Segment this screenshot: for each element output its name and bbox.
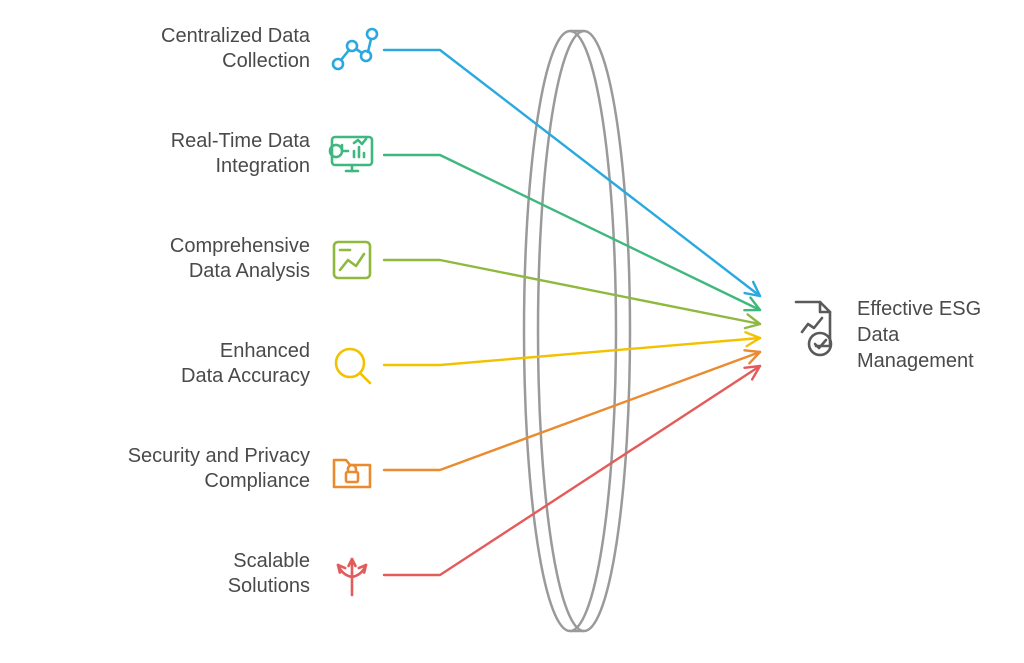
item-label-line2: Solutions: [228, 575, 310, 597]
item-label-line1: Centralized Data: [161, 25, 310, 47]
item-label-security-privacy: Security and Privacy Compliance: [60, 444, 310, 494]
item-label-line2: Collection: [222, 50, 310, 72]
connector-data-accuracy: [384, 338, 760, 365]
result-label-line2: Data: [857, 324, 899, 346]
result-label: Effective ESG Data Management: [857, 296, 1017, 374]
item-label-line1: Security and Privacy: [128, 445, 310, 467]
item-label-line2: Data Accuracy: [181, 365, 310, 387]
item-label-line2: Compliance: [204, 470, 310, 492]
item-label-line1: Enhanced: [220, 340, 310, 362]
result-label-line3: Management: [857, 350, 974, 372]
item-label-data-accuracy: Enhanced Data Accuracy: [60, 339, 310, 389]
branches-icon: [338, 559, 366, 595]
result-label-line1: Effective ESG: [857, 298, 981, 320]
item-label-line2: Integration: [215, 155, 310, 177]
connector-data-analysis: [384, 260, 760, 324]
item-label-line2: Data Analysis: [189, 260, 310, 282]
connector-centralized-data: [384, 50, 760, 296]
item-label-scalable: Scalable Solutions: [60, 549, 310, 599]
monitor-icon: [330, 137, 372, 171]
item-label-line1: Scalable: [233, 550, 310, 572]
item-label-realtime-integration: Real-Time Data Integration: [60, 129, 310, 179]
item-label-centralized-data: Centralized Data Collection: [60, 24, 310, 74]
diagram-canvas: Centralized Data Collection Real-Time Data…: [0, 0, 1024, 663]
document-check-icon: [796, 302, 831, 355]
scatter-icon: [333, 29, 377, 69]
connector-scalable: [384, 366, 760, 575]
connector-realtime-integration: [384, 155, 760, 310]
lock-folder-icon: [334, 460, 370, 487]
chart-icon: [334, 242, 370, 278]
item-label-data-analysis: Comprehensive Data Analysis: [60, 234, 310, 284]
item-label-line1: Real-Time Data: [171, 130, 310, 152]
connector-security-privacy: [384, 352, 760, 470]
item-label-line1: Comprehensive: [170, 235, 310, 257]
magnifier-icon: [336, 349, 370, 383]
